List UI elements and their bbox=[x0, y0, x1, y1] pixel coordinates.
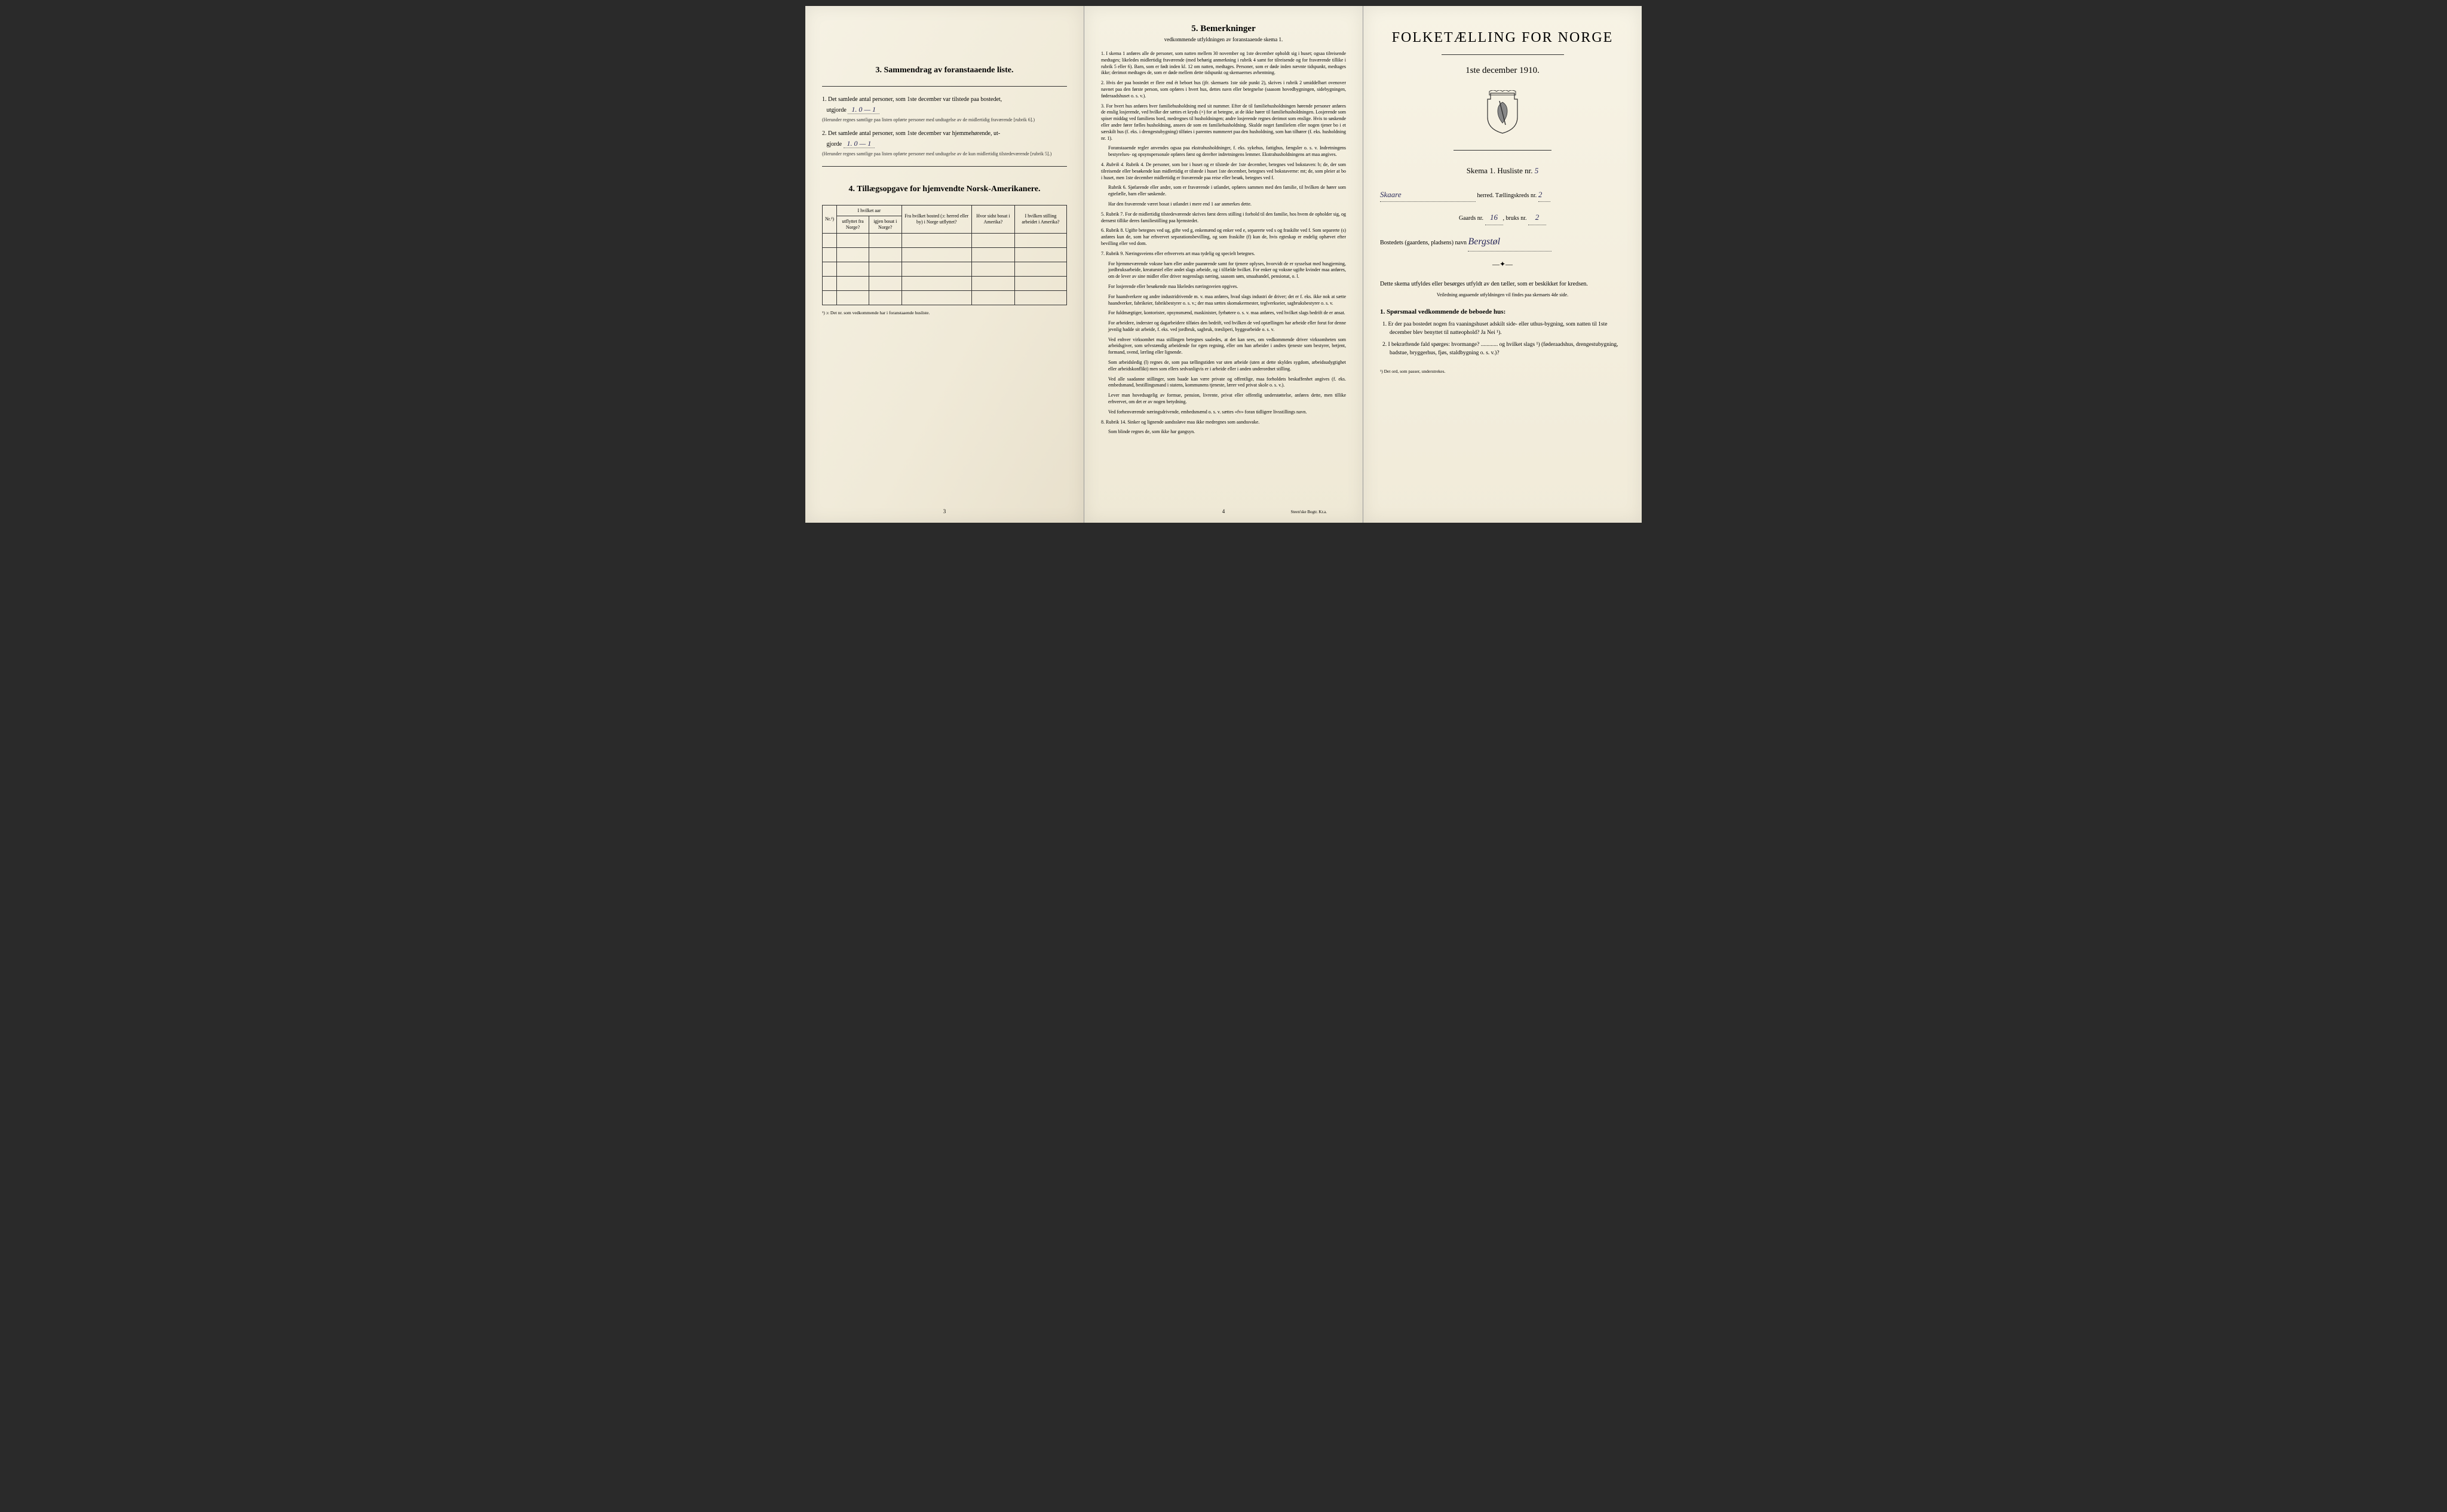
remarks-list: 1. I skema 1 anføres alle de personer, s… bbox=[1101, 51, 1346, 435]
remark-7d: For fuldmægtiger, kontorister, opsynsmæn… bbox=[1108, 310, 1346, 317]
item-1-note: (Herunder regnes samtlige paa listen opf… bbox=[822, 117, 1067, 123]
page-4: 5. Bemerkninger vedkommende utfyldningen… bbox=[1084, 6, 1363, 523]
husliste-nr: 5 bbox=[1535, 166, 1539, 175]
section-4-title: 4. Tillægsopgave for hjemvendte Norsk-Am… bbox=[822, 185, 1067, 194]
item-1-fill: 1. 0 — 1 bbox=[848, 105, 879, 114]
remarks-title: 5. Bemerkninger bbox=[1101, 24, 1346, 34]
table-row bbox=[823, 233, 1067, 247]
item-1: 1. Det samlede antal personer, som 1ste … bbox=[822, 95, 1067, 123]
th-occupation: I hvilken stilling arbeidet i Amerika? bbox=[1014, 205, 1066, 233]
remark-8b: Som blinde regnes de, som ikke har gangs… bbox=[1108, 429, 1346, 435]
remark-2: 2. Hvis der paa bostedet er flere end ét… bbox=[1101, 80, 1346, 99]
page-3: 3. Sammendrag av foranstaaende liste. 1.… bbox=[805, 6, 1084, 523]
item-1-text: Det samlede antal personer, som 1ste dec… bbox=[828, 96, 1002, 103]
remark-4: 4. Rubrik 4. Rubrik 4. De personer, som … bbox=[1101, 162, 1346, 181]
divider bbox=[1442, 54, 1564, 55]
census-date: 1ste december 1910. bbox=[1380, 66, 1625, 76]
table-row bbox=[823, 290, 1067, 305]
th-emigrated: utflyttet fra Norge? bbox=[837, 216, 869, 233]
table-row bbox=[823, 247, 1067, 262]
instruction-1: Dette skema utfyldes eller besørges utfy… bbox=[1380, 280, 1625, 289]
remark-3: 3. For hvert hus anføres hver familiehus… bbox=[1101, 103, 1346, 142]
page-number: 3 bbox=[943, 508, 946, 514]
remark-7h: Ved alle saadanne stillinger, som baade … bbox=[1108, 376, 1346, 389]
th-returned: igjen bosat i Norge? bbox=[869, 216, 901, 233]
gaards-line: Gaards nr. 16, bruks nr. 2 bbox=[1380, 210, 1625, 225]
remark-7f: Ved enhver virksomhet maa stillingen bet… bbox=[1108, 337, 1346, 356]
instruction-2: Veiledning angaaende utfyldningen vil fi… bbox=[1380, 292, 1625, 298]
th-where: Hvor sidst bosat i Amerika? bbox=[972, 205, 1015, 233]
item-2-num: 2. bbox=[822, 130, 828, 137]
table-row bbox=[823, 276, 1067, 290]
main-title: FOLKETÆLLING FOR NORGE bbox=[1380, 30, 1625, 46]
bruks-fill: 2 bbox=[1528, 210, 1546, 225]
item-2-fill: 1. 0 — 1 bbox=[844, 139, 875, 148]
item-2-text: Det samlede antal personer, som 1ste dec… bbox=[828, 130, 1000, 137]
coat-of-arms-icon bbox=[1380, 90, 1625, 138]
remark-7: 7. Rubrik 9. Næringsveiens eller erhverv… bbox=[1101, 251, 1346, 257]
footnote-3: ¹) Det ord, som passer, understrekes. bbox=[1380, 369, 1625, 374]
remark-7i: Lever man hovedsagelig av formue, pensio… bbox=[1108, 392, 1346, 406]
item-1-num: 1. bbox=[822, 96, 828, 103]
remark-7e: For arbeidere, inderster og dagarbeidere… bbox=[1108, 320, 1346, 333]
item-2: 2. Det samlede antal personer, som 1ste … bbox=[822, 129, 1067, 157]
question-2: 2. I bekræftende fald spørges: hvormange… bbox=[1390, 341, 1625, 358]
table-footnote: ¹) ɔ: Det nr. som vedkommende har i fora… bbox=[822, 310, 1067, 315]
remark-3b: Foranstaaende regler anvendes ogsaa paa … bbox=[1108, 145, 1346, 158]
emigrant-table: Nr.¹) I hvilket aar Fra hvilket bosted (… bbox=[822, 205, 1067, 305]
ornament-icon: ―✦― bbox=[1380, 260, 1625, 269]
census-document: 3. Sammendrag av foranstaaende liste. 1.… bbox=[805, 6, 1642, 523]
bosted-fill: Bergstøl bbox=[1468, 234, 1551, 252]
table-row bbox=[823, 262, 1067, 276]
gaards-fill: 16 bbox=[1485, 210, 1503, 225]
th-nr: Nr.¹) bbox=[823, 205, 837, 233]
remark-4b: Rubrik 6. Sjøfarende eller andre, som er… bbox=[1108, 185, 1346, 198]
remark-7a: For hjemmeværende voksne barn eller andr… bbox=[1108, 261, 1346, 280]
herred-fill: Skaare bbox=[1380, 188, 1476, 202]
remark-5: 5. Rubrik 7. For de midlertidig tilstede… bbox=[1101, 211, 1346, 225]
page-cover: FOLKETÆLLING FOR NORGE 1ste december 191… bbox=[1363, 6, 1642, 523]
th-year: I hvilket aar bbox=[837, 205, 901, 216]
skema-line: Skema 1. Husliste nr. 5 bbox=[1380, 166, 1625, 176]
herred-line: Skaare herred. Tællingskreds nr. 2 bbox=[1380, 188, 1625, 202]
section-3-title: 3. Sammendrag av foranstaaende liste. bbox=[822, 66, 1067, 75]
bosted-line: Bostedets (gaardens, pladsens) navn Berg… bbox=[1380, 234, 1625, 252]
divider bbox=[822, 86, 1067, 87]
remark-7j: Ved forhenværende næringsdrivende, embed… bbox=[1108, 409, 1346, 416]
divider bbox=[822, 166, 1067, 167]
remark-6: 6. Rubrik 8. Ugifte betegnes ved ug, gif… bbox=[1101, 228, 1346, 247]
item-2-note: (Herunder regnes samtlige paa listen opf… bbox=[822, 151, 1067, 157]
th-from: Fra hvilket bosted (ɔ: herred eller by) … bbox=[901, 205, 972, 233]
divider bbox=[1454, 150, 1551, 151]
remark-7b: For losjerende eller besøkende maa likel… bbox=[1108, 284, 1346, 290]
question-1: 1. Er der paa bostedet nogen fra vaaning… bbox=[1390, 320, 1625, 338]
remarks-subtitle: vedkommende utfyldningen av foranstaaend… bbox=[1101, 36, 1346, 42]
remark-1: 1. I skema 1 anføres alle de personer, s… bbox=[1101, 51, 1346, 76]
remark-8: 8. Rubrik 14. Sinker og lignende aandssl… bbox=[1101, 419, 1346, 426]
remark-7c: For haandverkere og andre industridriven… bbox=[1108, 294, 1346, 307]
question-title: 1. Spørsmaal vedkommende de beboede hus: bbox=[1380, 308, 1625, 315]
page-number: 4 bbox=[1222, 508, 1225, 514]
remark-4c: Har den fraværende været bosat i utlande… bbox=[1108, 201, 1346, 208]
printer-mark: Steen'ske Bogtr. Kr.a. bbox=[1290, 510, 1327, 514]
kreds-fill: 2 bbox=[1538, 188, 1550, 202]
remark-7g: Som arbeidsledig (l) regnes de, som paa … bbox=[1108, 360, 1346, 373]
